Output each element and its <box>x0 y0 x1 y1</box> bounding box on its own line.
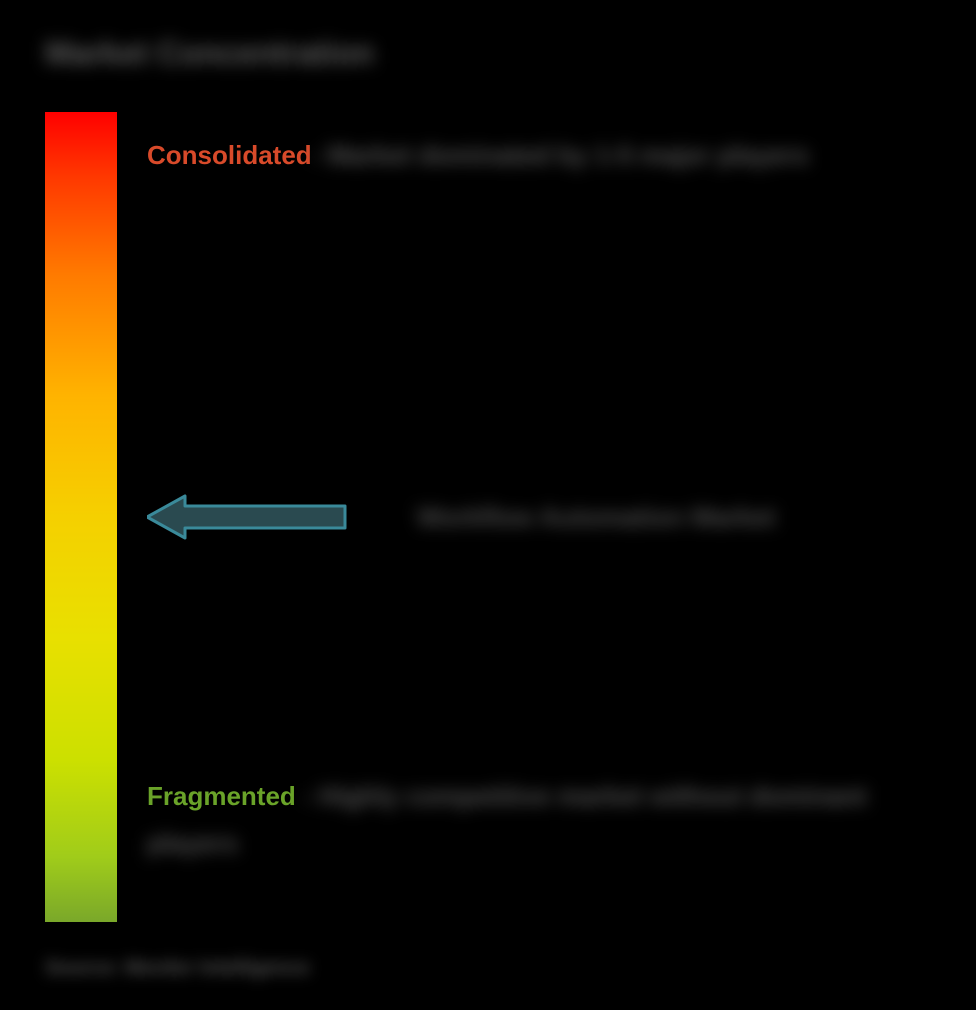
consolidated-highlight: Consolidated <box>147 140 312 170</box>
consolidated-label: Consolidated- Market dominated by 1-5 ma… <box>147 132 901 179</box>
left-arrow-icon <box>147 494 347 540</box>
fragmented-label: Fragmented - Highly competitive market w… <box>147 773 901 867</box>
consolidated-description: - Market dominated by 1-5 major players <box>312 140 809 170</box>
content-area: Consolidated- Market dominated by 1-5 ma… <box>45 112 931 922</box>
text-area: Consolidated- Market dominated by 1-5 ma… <box>117 112 931 922</box>
market-name: Workflow Automation Market <box>377 502 775 533</box>
market-indicator: Workflow Automation Market <box>147 494 901 540</box>
chart-title: Market Concentration <box>45 35 931 72</box>
source-attribution: Source: Mordor Intelligence <box>45 957 309 980</box>
fragmented-highlight: Fragmented <box>147 781 296 811</box>
concentration-gradient-bar <box>45 112 117 922</box>
